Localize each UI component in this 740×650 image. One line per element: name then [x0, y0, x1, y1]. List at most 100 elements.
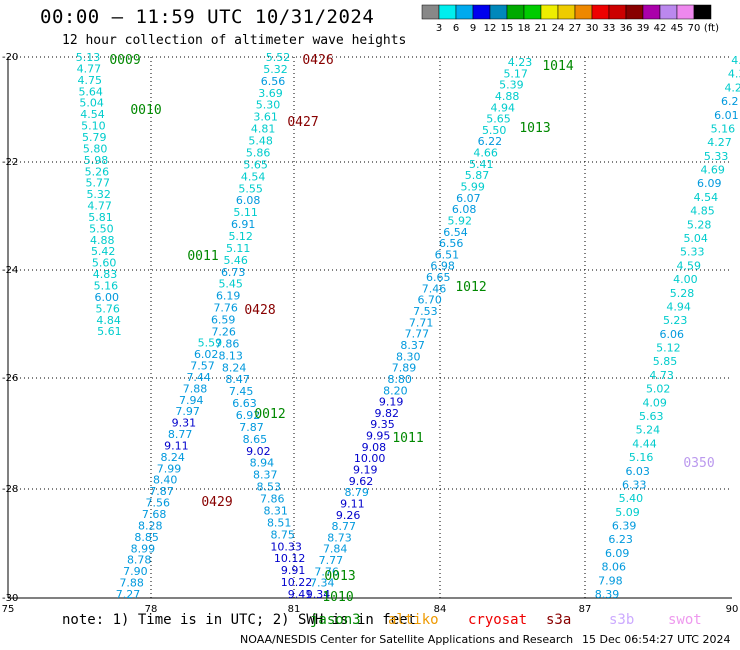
wave-height-value: 9.11 — [340, 497, 365, 510]
wave-height-value: 8.37 — [253, 469, 278, 482]
pass-label: 1011 — [392, 431, 423, 446]
map-title: 00:00 – 11:59 UTC 10/31/2024 — [40, 6, 375, 28]
pass-label: 0010 — [130, 103, 161, 118]
wave-height-value: 9.82 — [375, 407, 400, 420]
wave-height-value: 4.88 — [90, 234, 115, 247]
wave-height-value: 5.86 — [246, 147, 271, 160]
wave-height-value: 5.23 — [663, 314, 688, 327]
y-tick-label: -20 — [2, 52, 18, 63]
colorbar-label: 21 — [535, 23, 548, 34]
wave-height-value: 5.65 — [486, 113, 511, 126]
wave-height-value: 6.22 — [478, 135, 503, 148]
wave-height-value: 4.2 — [724, 81, 740, 94]
wave-height-value: 5.39 — [499, 79, 524, 92]
wave-height-value: 8.79 — [344, 486, 369, 499]
wave-height-value: 5.16 — [629, 451, 654, 464]
wave-height-value: 4.1 — [731, 54, 740, 67]
pass-label: 0429 — [201, 495, 232, 510]
wave-height-value: 8.39 — [595, 588, 620, 601]
wave-height-value: 8.47 — [225, 373, 250, 386]
wave-height-value: 5.33 — [704, 150, 729, 163]
wave-height-value: 5.40 — [619, 492, 644, 505]
colorbar-label: 36 — [620, 23, 633, 34]
wave-height-value: 6.65 — [426, 271, 451, 284]
colorbar-label: 70 — [688, 23, 701, 34]
wave-height-value: 7.97 — [175, 405, 200, 418]
wave-height-value: 6.08 — [452, 203, 477, 216]
wave-height-value: 7.87 — [149, 485, 174, 498]
colorbar-label: 6 — [453, 23, 459, 34]
wave-height-value: 5.24 — [636, 424, 661, 437]
wave-height-value: 4.69 — [700, 164, 725, 177]
wave-height-value: 6.02 — [194, 348, 219, 361]
wave-height-value: 6.01 — [714, 109, 739, 122]
wave-height-value: 6.92 — [236, 409, 261, 422]
wave-height-value: 7.57 — [190, 360, 215, 373]
wave-height-value: 7.88 — [119, 577, 144, 590]
wave-height-value: 5.11 — [226, 242, 251, 255]
wave-height-value: 5.64 — [78, 85, 103, 98]
wave-height-value: 6.73 — [221, 266, 246, 279]
colorbar-label: 45 — [671, 23, 684, 34]
wave-height-value: 6.56 — [439, 237, 464, 250]
pass-label: 0011 — [187, 249, 218, 264]
x-tick-label: 90 — [726, 604, 739, 615]
wave-height-value: 5.42 — [91, 245, 116, 258]
wave-height-value: 5.10 — [81, 120, 106, 133]
y-tick-label: -26 — [2, 373, 18, 384]
wave-height-value: 5.99 — [460, 181, 485, 194]
wave-height-value: 5.13 — [76, 51, 101, 64]
wave-height-value: 7.71 — [409, 316, 434, 329]
wave-height-value: 7.53 — [413, 305, 438, 318]
x-tick-label: 81 — [288, 604, 301, 615]
wave-height-value: 6.00 — [95, 291, 120, 304]
wave-height-value: 4.88 — [495, 90, 520, 103]
wave-height-value: 6.56 — [261, 75, 286, 88]
wave-height-value: 5.04 — [79, 97, 104, 110]
legend-s3a: s3a — [546, 612, 572, 628]
y-tick-label: -22 — [2, 157, 18, 168]
wave-height-value: 6.51 — [435, 248, 460, 261]
colorbar-label: 42 — [654, 23, 667, 34]
colorbar-label: 39 — [637, 23, 650, 34]
wave-height-value: 8.75 — [270, 528, 295, 541]
wave-height-value: 5.65 — [243, 158, 268, 171]
wave-height-value: 4.94 — [666, 301, 691, 314]
wave-height-value: 7.45 — [229, 385, 254, 398]
colorbar-label: 24 — [552, 23, 565, 34]
wave-height-value: 6.23 — [608, 533, 633, 546]
wave-height-value: 5.04 — [683, 232, 708, 245]
wave-height-value: 3.69 — [258, 87, 283, 100]
map-subtitle: 12 hour collection of altimeter wave hei… — [62, 33, 407, 48]
wave-height-value: 4.3 — [728, 68, 740, 81]
wave-height-value: 10.33 — [270, 540, 302, 553]
legend-swot: swot — [668, 612, 702, 628]
wave-height-value: 9.31 — [172, 417, 197, 430]
legend-jason3: jason3 — [310, 612, 361, 628]
colorbar-label: 30 — [586, 23, 599, 34]
colorbar-label: 9 — [470, 23, 476, 34]
wave-height-value: 5.81 — [88, 211, 113, 224]
wave-height-value: 4.94 — [491, 101, 516, 114]
wave-height-value: 5.55 — [238, 182, 263, 195]
wave-height-value: 5.41 — [469, 158, 494, 171]
wave-height-value: 5.80 — [83, 142, 108, 155]
y-tick-label: -24 — [2, 265, 18, 276]
wave-height-value: 8.28 — [138, 519, 163, 532]
wave-height-value: 8.13 — [218, 349, 243, 362]
wave-height-value: 5.87 — [465, 169, 490, 182]
wave-height-value: 4.23 — [508, 56, 533, 69]
wave-height-value: 4.77 — [77, 62, 102, 75]
wave-height-value: 5.26 — [85, 165, 110, 178]
pass-label: 0427 — [287, 115, 318, 130]
wave-height-value: 7.99 — [157, 462, 182, 475]
wave-height-value: 5.46 — [223, 254, 248, 267]
wave-height-value: 6.54 — [443, 226, 468, 239]
wave-height-value: 8.85 — [134, 531, 159, 544]
wave-height-value: 4.84 — [96, 314, 121, 327]
wave-height-value: 6.09 — [697, 177, 722, 190]
wave-height-value: 4.59 — [677, 259, 702, 272]
wave-height-value: 8.06 — [602, 561, 627, 574]
colorbar-swatch — [693, 4, 712, 20]
